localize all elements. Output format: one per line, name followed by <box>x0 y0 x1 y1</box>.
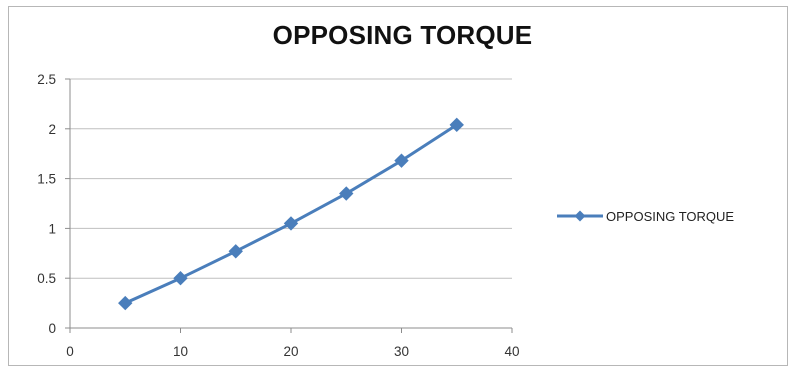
x-tick-label: 10 <box>173 344 188 359</box>
tick-labels: 0 0.5 1 1.5 2 2.5 0 10 20 30 40 <box>37 72 519 359</box>
y-tick-label: 2 <box>48 122 56 137</box>
legend: OPPOSING TORQUE <box>557 209 734 224</box>
x-tick-label: 20 <box>283 344 298 359</box>
y-tick-label: 1 <box>48 221 56 236</box>
legend-marker <box>574 210 586 222</box>
grid-lines <box>70 78 512 329</box>
y-tick-label: 0.5 <box>37 271 56 286</box>
series <box>118 117 464 311</box>
data-point-marker <box>228 244 243 259</box>
legend-label: OPPOSING TORQUE <box>606 209 734 224</box>
y-tick-label: 1.5 <box>37 172 56 187</box>
data-point-marker <box>118 295 133 311</box>
y-tick-label: 0 <box>48 321 56 336</box>
y-tick-label: 2.5 <box>37 72 56 87</box>
data-point-marker <box>283 216 299 231</box>
series-line <box>123 123 459 305</box>
x-tick-label: 30 <box>394 344 409 359</box>
data-point-marker <box>339 186 354 201</box>
axes <box>65 78 513 333</box>
x-tick-label: 0 <box>66 344 74 359</box>
data-point-marker <box>449 117 464 133</box>
x-tick-label: 40 <box>504 344 519 359</box>
chart-title: OPPOSING TORQUE <box>272 20 533 50</box>
chart-frame <box>8 6 788 366</box>
data-point-marker <box>173 270 188 286</box>
data-point-marker <box>394 153 409 168</box>
